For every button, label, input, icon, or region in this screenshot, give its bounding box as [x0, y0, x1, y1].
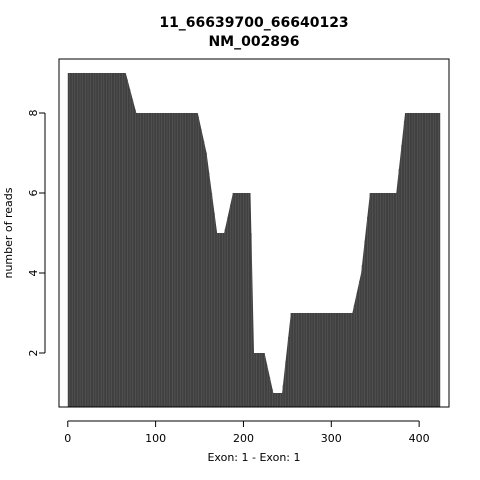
coverage-area	[67, 73, 441, 407]
x-tick-label: 200	[233, 432, 254, 445]
coverage-hatch	[69, 73, 439, 407]
x-tick-label: 100	[145, 432, 166, 445]
plot-area	[67, 73, 441, 407]
chart-title-line1: 11_66639700_66640123	[159, 15, 348, 31]
x-axis: 0 100 200 300 400	[64, 420, 430, 445]
x-tick-label: 300	[321, 432, 342, 445]
y-axis-label: number of reads	[2, 187, 15, 278]
y-tick-label: 6	[27, 190, 40, 197]
x-tick-label: 400	[409, 432, 430, 445]
chart-title-line2: NM_002896	[208, 34, 299, 50]
plot-frame	[58, 58, 450, 408]
y-tick-label: 4	[27, 270, 40, 277]
y-tick-label: 2	[27, 350, 40, 357]
y-tick-label: 8	[27, 110, 40, 117]
y-axis: 2 4 6 8	[27, 110, 46, 357]
x-axis-label: Exon: 1 - Exon: 1	[207, 451, 300, 464]
x-tick-label: 0	[64, 432, 71, 445]
